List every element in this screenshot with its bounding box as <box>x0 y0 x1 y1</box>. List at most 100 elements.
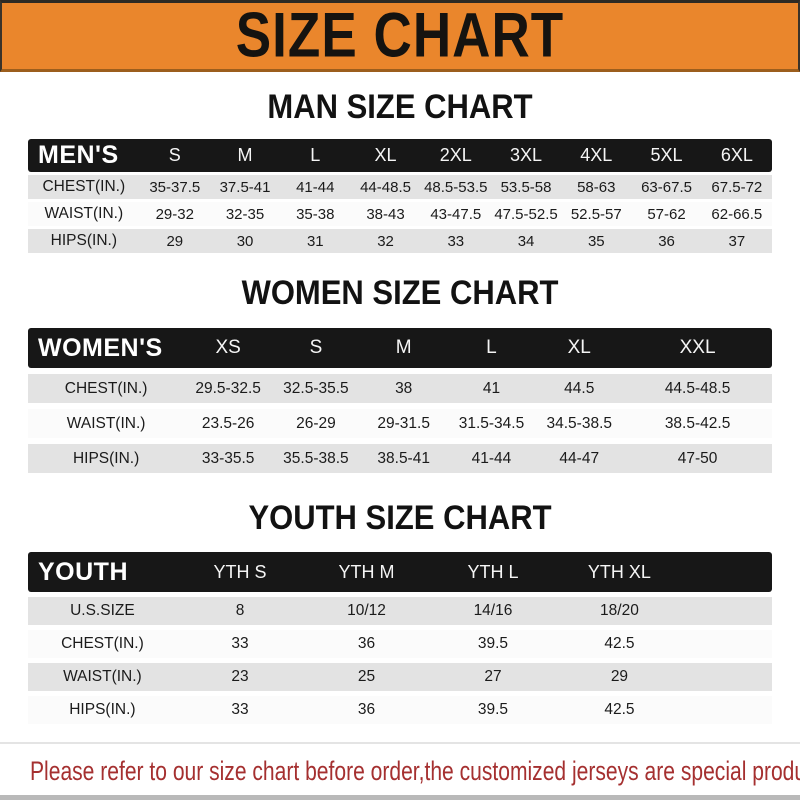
size-value-cell: 10/12 <box>303 597 430 625</box>
size-value-cell: 29 <box>556 663 683 691</box>
row-filler-cell <box>682 597 772 625</box>
size-value-cell: 33 <box>176 696 304 724</box>
size-value-cell: 8 <box>176 597 304 625</box>
size-value-cell: 67.5-72 <box>701 175 772 199</box>
row-label: WAIST(IN.) <box>28 202 140 226</box>
row-filler-cell <box>682 663 772 691</box>
row-label: CHEST(IN.) <box>28 374 185 403</box>
section-youth: YOUTH SIZE CHART YOUTH YTH S YTH M YTH L YTH… <box>0 497 800 729</box>
column-header: YTH M <box>338 561 395 582</box>
column-header: L <box>310 145 321 165</box>
table-row: HIPS(IN.) 29 30 31 32 33 34 35 36 37 <box>28 229 772 253</box>
column-header: M <box>237 145 253 165</box>
table-group-label: WOMEN'S <box>38 333 163 362</box>
size-value-cell: 14/16 <box>429 597 557 625</box>
table-row: HIPS(IN.) 33-35.5 35.5-38.5 38.5-41 41-44 44-… <box>28 444 772 473</box>
size-value-cell: 32-35 <box>209 202 281 226</box>
size-value-cell: 52.5-57 <box>561 202 632 226</box>
size-value-cell: 44.5-48.5 <box>623 374 772 403</box>
women-section-heading: WOMEN SIZE CHART <box>241 272 559 313</box>
row-label: WAIST(IN.) <box>28 663 177 691</box>
size-value-cell: 33 <box>176 630 304 658</box>
column-header: 6XL <box>720 145 753 165</box>
size-value-cell: 34.5-38.5 <box>535 409 624 438</box>
size-value-cell: 31.5-34.5 <box>447 409 536 438</box>
size-value-cell: 30 <box>209 229 281 253</box>
size-value-cell: 18/20 <box>556 597 683 625</box>
size-value-cell: 25 <box>303 663 430 691</box>
table-row: CHEST(IN.) 35-37.5 37.5-41 41-44 44-48.5 48.5… <box>28 175 772 199</box>
size-value-cell: 31 <box>280 229 351 253</box>
page-title: SIZE CHART <box>235 0 565 72</box>
table-row: HIPS(IN.) 33 36 39.5 42.5 <box>28 696 772 724</box>
size-value-cell: 38 <box>359 374 448 403</box>
size-value-cell: 29-31.5 <box>359 409 448 438</box>
table-header-row: YOUTH YTH S YTH M YTH L YTH XL <box>28 552 772 592</box>
size-value-cell: 41-44 <box>447 444 536 473</box>
table-row: U.S.SIZE 8 10/12 14/16 18/20 <box>28 597 772 625</box>
size-value-cell: 34 <box>490 229 562 253</box>
column-header: L <box>486 337 497 358</box>
size-value-cell: 58-63 <box>561 175 632 199</box>
section-men: MAN SIZE CHART MEN'S S M L XL 2XL 3XL 4XL 5XL 6XL… <box>0 86 800 256</box>
column-header: YTH L <box>467 561 519 582</box>
size-value-cell: 47-50 <box>623 444 772 473</box>
column-header: YTH S <box>213 561 267 582</box>
size-value-cell: 35 <box>561 229 632 253</box>
size-value-cell: 63-67.5 <box>631 175 702 199</box>
youth-section-heading: YOUTH SIZE CHART <box>248 497 552 538</box>
column-header: XXL <box>679 337 716 358</box>
row-label: U.S.SIZE <box>28 597 177 625</box>
size-value-cell: 27 <box>429 663 557 691</box>
size-value-cell: 33 <box>420 229 491 253</box>
table-header-row: WOMEN'S XS S M L XL XXL <box>28 328 772 368</box>
row-label: WAIST(IN.) <box>28 409 185 438</box>
size-value-cell: 39.5 <box>429 630 557 658</box>
size-value-cell: 57-62 <box>631 202 702 226</box>
column-header: 3XL <box>510 145 543 165</box>
men-section-heading: MAN SIZE CHART <box>267 86 533 127</box>
size-value-cell: 29-32 <box>139 202 210 226</box>
column-header: S <box>168 145 181 165</box>
table-header-row: MEN'S S M L XL 2XL 3XL 4XL 5XL 6XL <box>28 139 772 172</box>
size-value-cell: 23 <box>176 663 304 691</box>
table-group-label: YOUTH <box>38 557 128 586</box>
size-value-cell: 47.5-52.5 <box>490 202 562 226</box>
column-header: XL <box>567 337 591 358</box>
footer-note: Please refer to our size chart before or… <box>0 742 800 800</box>
row-label: CHEST(IN.) <box>28 630 177 658</box>
size-value-cell: 37.5-41 <box>209 175 281 199</box>
column-header: 2XL <box>439 145 472 165</box>
column-header: 5XL <box>650 145 683 165</box>
size-value-cell: 32 <box>350 229 421 253</box>
size-value-cell: 35.5-38.5 <box>272 444 360 473</box>
table-group-label: MEN'S <box>38 141 119 169</box>
header-filler-cell <box>683 552 772 592</box>
size-value-cell: 36 <box>303 696 430 724</box>
table-row: WAIST(IN.) 23 25 27 29 <box>28 663 772 691</box>
size-value-cell: 23.5-26 <box>184 409 273 438</box>
size-value-cell: 38.5-42.5 <box>623 409 772 438</box>
size-value-cell: 36 <box>631 229 702 253</box>
column-header: XL <box>374 145 397 165</box>
column-header: 4XL <box>580 145 613 165</box>
row-label: HIPS(IN.) <box>28 696 177 724</box>
table-row: CHEST(IN.) 33 36 39.5 42.5 <box>28 630 772 658</box>
row-label: CHEST(IN.) <box>28 175 140 199</box>
section-women: WOMEN SIZE CHART WOMEN'S XS S M L XL XXL CHEST(… <box>0 272 800 479</box>
size-value-cell: 42.5 <box>556 630 683 658</box>
men-size-table: MEN'S S M L XL 2XL 3XL 4XL 5XL 6XL CHEST(IN.) 35-37… <box>28 136 772 256</box>
table-row: WAIST(IN.) 29-32 32-35 35-38 38-43 43-47.5 47.… <box>28 202 772 226</box>
size-value-cell: 36 <box>303 630 430 658</box>
size-value-cell: 39.5 <box>429 696 557 724</box>
size-value-cell: 43-47.5 <box>420 202 491 226</box>
size-value-cell: 37 <box>701 229 772 253</box>
size-value-cell: 44-48.5 <box>350 175 421 199</box>
row-filler-cell <box>682 630 772 658</box>
size-value-cell: 41 <box>447 374 536 403</box>
column-header: M <box>395 337 412 358</box>
women-size-table: WOMEN'S XS S M L XL XXL CHEST(IN.) 29.5-32.5 32.5… <box>28 322 772 479</box>
size-chart-banner: SIZE CHART <box>0 0 800 72</box>
size-value-cell: 41-44 <box>280 175 351 199</box>
size-value-cell: 29 <box>139 229 210 253</box>
